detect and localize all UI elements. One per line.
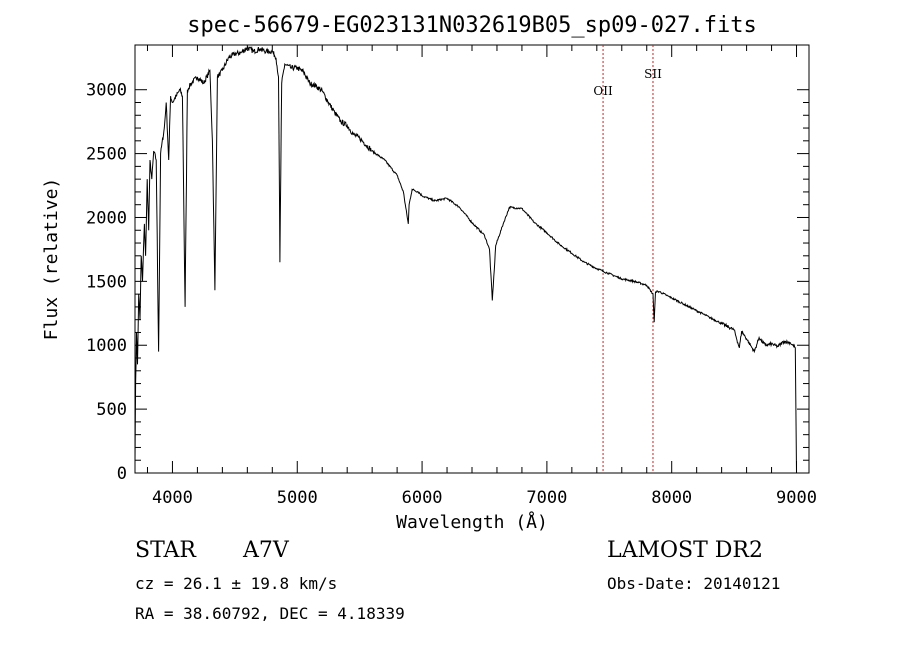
y-tick-label: 500	[96, 400, 127, 420]
redshift-text: cz = 26.1 ± 19.8 km/s	[135, 574, 338, 593]
y-tick-label: 1500	[86, 272, 127, 292]
x-tick-label: 8000	[651, 488, 692, 508]
object-class: STAR	[135, 538, 196, 563]
y-axis: 0 500 1000 1500 2000 2500 3000	[86, 81, 809, 484]
chart-title: spec-56679-EG023131N032619B05_sp09-027.f…	[187, 13, 757, 38]
object-subclass: A7V	[243, 538, 289, 563]
spectrum-line	[134, 45, 797, 474]
y-tick-label: 1000	[86, 336, 127, 356]
x-tick-label: 6000	[402, 488, 443, 508]
obs-date-text: Obs-Date: 20140121	[607, 574, 781, 593]
y-tick-label: 0	[117, 464, 127, 484]
y-axis-label: Flux (relative)	[41, 178, 62, 341]
x-tick-label: 4000	[152, 488, 193, 508]
line-markers: OII SII	[593, 45, 662, 473]
y-tick-label: 3000	[86, 81, 127, 101]
y-tick-label: 2000	[86, 208, 127, 228]
x-tick-label: 7000	[526, 488, 567, 508]
survey-label: LAMOST DR2	[607, 538, 763, 563]
y-tick-label: 2500	[86, 145, 127, 165]
line-marker-label: SII	[644, 67, 662, 81]
x-tick-label: 5000	[277, 488, 318, 508]
line-marker-label: OII	[593, 84, 613, 98]
x-axis: 4000 5000 6000 7000 8000 9000	[146, 45, 817, 508]
x-axis-label: Wavelength (Å)	[396, 511, 548, 533]
x-tick-label: 9000	[776, 488, 817, 508]
coordinates-text: RA = 38.60792, DEC = 4.18339	[135, 604, 405, 623]
plot-frame	[134, 44, 810, 474]
